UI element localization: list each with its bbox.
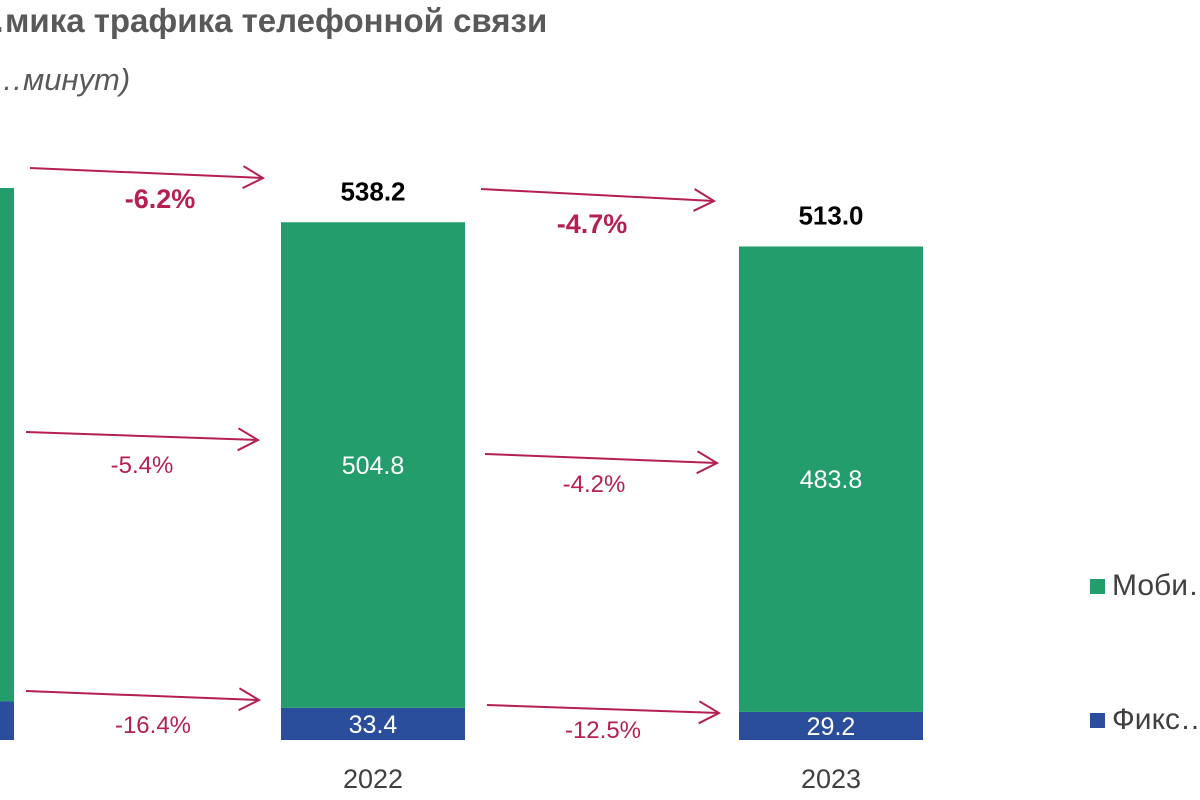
- mobile-change-2023-label: -4.2%: [563, 471, 626, 498]
- legend-swatch-mobile: [1090, 578, 1105, 594]
- total-label-2022: 538.2: [340, 176, 405, 206]
- total-label-2023: 513.0: [798, 200, 863, 230]
- bar-fixed-2023: [739, 711, 923, 740]
- legend-item-mobile: Моби…: [1090, 568, 1200, 604]
- mobile-change-2022-label: -5.4%: [111, 452, 174, 479]
- mobile-value-label-2023: 483.8: [800, 466, 863, 494]
- bar-fixed-2021: [0, 701, 14, 740]
- total-change-2022-arrow: [29, 165, 266, 190]
- labels-layer: 538.2 504.8 33.4 2022 513.0 483.8 29.2 2023 -6.2…: [111, 176, 864, 794]
- bar-fixed-2022: [281, 707, 465, 740]
- x-tick-label-2023: 2023: [801, 764, 861, 794]
- bar-mobile-2021: [0, 188, 14, 702]
- legend-label-fixed: Фикс…: [1112, 703, 1200, 736]
- fixed-value-label-2023: 29.2: [807, 713, 856, 741]
- legend-label-mobile: Моби…: [1112, 569, 1200, 602]
- fixed-change-2023-arrow: [486, 700, 722, 725]
- x-tick-label-2022: 2022: [343, 764, 403, 794]
- fixed-change-2022-arrow: [25, 687, 262, 712]
- mobile-change-2023-arrow: [484, 450, 720, 475]
- legend-item-fixed: Фикс…: [1090, 702, 1200, 738]
- chart-title: …мика трафика телефонной связи: [0, 2, 548, 39]
- total-change-2023-label: -4.7%: [557, 209, 628, 239]
- bar-mobile-2023: [739, 246, 923, 712]
- fixed-change-2023-label: -12.5%: [565, 717, 641, 744]
- fixed-change-2022-label: -16.4%: [115, 712, 191, 739]
- total-change-2023-arrow: [480, 188, 717, 212]
- legend-swatch-fixed: [1090, 712, 1105, 728]
- bars-layer: [0, 188, 923, 740]
- fixed-value-label-2022: 33.4: [349, 711, 398, 739]
- bar-mobile-2022: [281, 222, 465, 708]
- chart-subtitle: …минут): [0, 62, 131, 97]
- total-change-2022-label: -6.2%: [125, 184, 196, 214]
- mobile-change-2022-arrow: [25, 427, 261, 452]
- change-arrows-layer: [25, 165, 722, 725]
- mobile-value-label-2022: 504.8: [342, 452, 405, 480]
